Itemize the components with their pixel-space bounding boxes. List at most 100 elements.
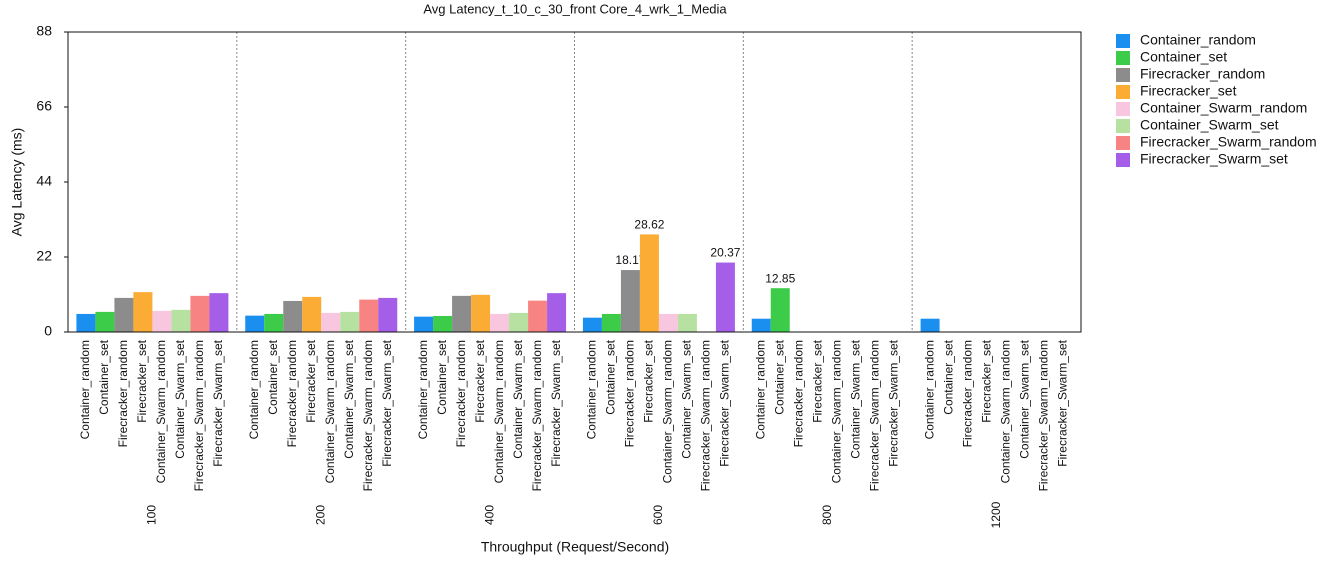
y-tick-label: 0 — [44, 323, 52, 339]
bar — [359, 299, 379, 332]
bar — [95, 311, 115, 332]
bar — [133, 292, 153, 332]
x-tick-label: Container_Swarm_set — [848, 339, 862, 458]
x-tick-label: Container_Swarm_random — [829, 340, 843, 483]
x-group-label: 1200 — [989, 501, 1003, 528]
legend-swatch — [1116, 68, 1130, 82]
x-tick-label: Firecracker_set — [473, 339, 487, 422]
bar — [414, 316, 434, 332]
x-tick-label: Container_set — [941, 339, 955, 414]
legend-swatch — [1116, 85, 1130, 99]
bar — [114, 297, 134, 332]
x-tick-label: Firecracker_Swarm_random — [361, 340, 375, 491]
x-tick-label: Firecracker_Swarm_set — [380, 339, 394, 466]
x-tick-label: Firecracker_Swarm_set — [549, 339, 563, 466]
bar — [509, 312, 529, 332]
bar — [658, 313, 678, 332]
data-label: 20.37 — [710, 246, 740, 260]
legend-label: Container_Swarm_set — [1140, 117, 1279, 133]
data-label: 28.62 — [634, 218, 664, 232]
legend-label: Firecracker_Swarm_random — [1140, 134, 1317, 150]
y-tick-label: 22 — [36, 248, 52, 264]
bar — [433, 315, 453, 332]
x-tick-label: Container_random — [78, 340, 92, 439]
bar — [770, 288, 790, 332]
legend-swatch — [1116, 51, 1130, 65]
bar — [528, 300, 548, 332]
bar — [490, 313, 510, 332]
x-tick-label: Firecracker_Swarm_random — [192, 340, 206, 491]
x-tick-label: Firecracker_Swarm_random — [867, 340, 881, 491]
y-tick-label: 88 — [36, 23, 52, 39]
x-tick-label: Firecracker_random — [285, 340, 299, 447]
x-tick-label: Firecracker_random — [454, 340, 468, 447]
x-tick-label: Firecracker_set — [135, 339, 149, 422]
data-label: 18.17 — [615, 253, 645, 267]
chart-title: Avg Latency_t_10_c_30_front Core_4_wrk_1… — [423, 1, 727, 16]
bar — [152, 310, 172, 332]
legend-swatch — [1116, 119, 1130, 133]
x-tick-label: Firecracker_Swarm_random — [530, 340, 544, 491]
x-tick-label: Firecracker_set — [642, 339, 656, 422]
x-tick-label: Container_set — [435, 339, 449, 414]
legend-swatch — [1116, 153, 1130, 167]
x-tick-label: Container_set — [604, 339, 618, 414]
plot-frame — [67, 31, 1082, 333]
y-tick-label: 44 — [36, 173, 52, 189]
bar — [471, 294, 491, 332]
x-tick-label: Firecracker_Swarm_random — [1036, 340, 1050, 491]
bar — [582, 317, 602, 332]
bar — [547, 293, 567, 332]
legend-label: Firecracker_set — [1140, 83, 1237, 99]
data-label: 12.85 — [765, 271, 795, 285]
x-tick-label: Container_set — [97, 339, 111, 414]
legend-label: Firecracker_Swarm_set — [1140, 151, 1288, 167]
legend-swatch — [1116, 102, 1130, 116]
x-axis-title: Throughput (Request/Second) — [481, 539, 669, 555]
x-tick-label: Firecracker_set — [304, 339, 318, 422]
x-group-label: 800 — [820, 505, 834, 525]
bar — [920, 318, 940, 332]
x-tick-label: Firecracker_set — [810, 339, 824, 422]
x-tick-label: Firecracker_set — [979, 339, 993, 422]
legend-label: Container_set — [1140, 49, 1227, 65]
bar — [283, 300, 303, 332]
x-tick-label: Firecracker_random — [791, 340, 805, 447]
bar — [677, 313, 697, 332]
x-tick-label: Container_set — [266, 339, 280, 414]
legend-label: Firecracker_random — [1140, 66, 1265, 82]
bar — [321, 312, 341, 332]
x-tick-label: Container_Swarm_random — [492, 340, 506, 483]
x-group-label: 400 — [482, 505, 496, 525]
x-tick-label: Container_Swarm_set — [680, 339, 694, 458]
x-tick-label: Container_random — [247, 340, 261, 439]
bar — [452, 295, 472, 332]
x-tick-label: Container_Swarm_random — [154, 340, 168, 483]
x-tick-label: Firecracker_Swarm_set — [211, 339, 225, 466]
x-tick-label: Firecracker_Swarm_set — [1055, 339, 1069, 466]
bar — [209, 293, 229, 332]
bar — [76, 313, 96, 332]
y-tick-label: 66 — [36, 98, 52, 114]
legend-swatch — [1116, 136, 1130, 150]
x-group-label: 100 — [145, 505, 159, 525]
x-tick-label: Container_Swarm_set — [1017, 339, 1031, 458]
bar — [340, 311, 360, 332]
x-tick-label: Firecracker_random — [960, 340, 974, 447]
x-tick-label: Container_random — [753, 340, 767, 439]
bar — [378, 297, 398, 332]
bar — [751, 318, 771, 332]
x-tick-label: Firecracker_Swarm_random — [699, 340, 713, 491]
x-tick-label: Container_random — [416, 340, 430, 439]
bar — [715, 262, 735, 332]
x-tick-label: Container_random — [585, 340, 599, 439]
bar — [601, 313, 621, 332]
x-tick-label: Container_Swarm_set — [511, 339, 525, 458]
x-tick-label: Container_Swarm_random — [323, 340, 337, 483]
x-group-label: 600 — [651, 505, 665, 525]
x-tick-label: Container_Swarm_set — [342, 339, 356, 458]
y-axis-title: Avg Latency (ms) — [9, 128, 25, 237]
x-tick-label: Firecracker_random — [116, 340, 130, 447]
x-tick-label: Firecracker_Swarm_set — [886, 339, 900, 466]
